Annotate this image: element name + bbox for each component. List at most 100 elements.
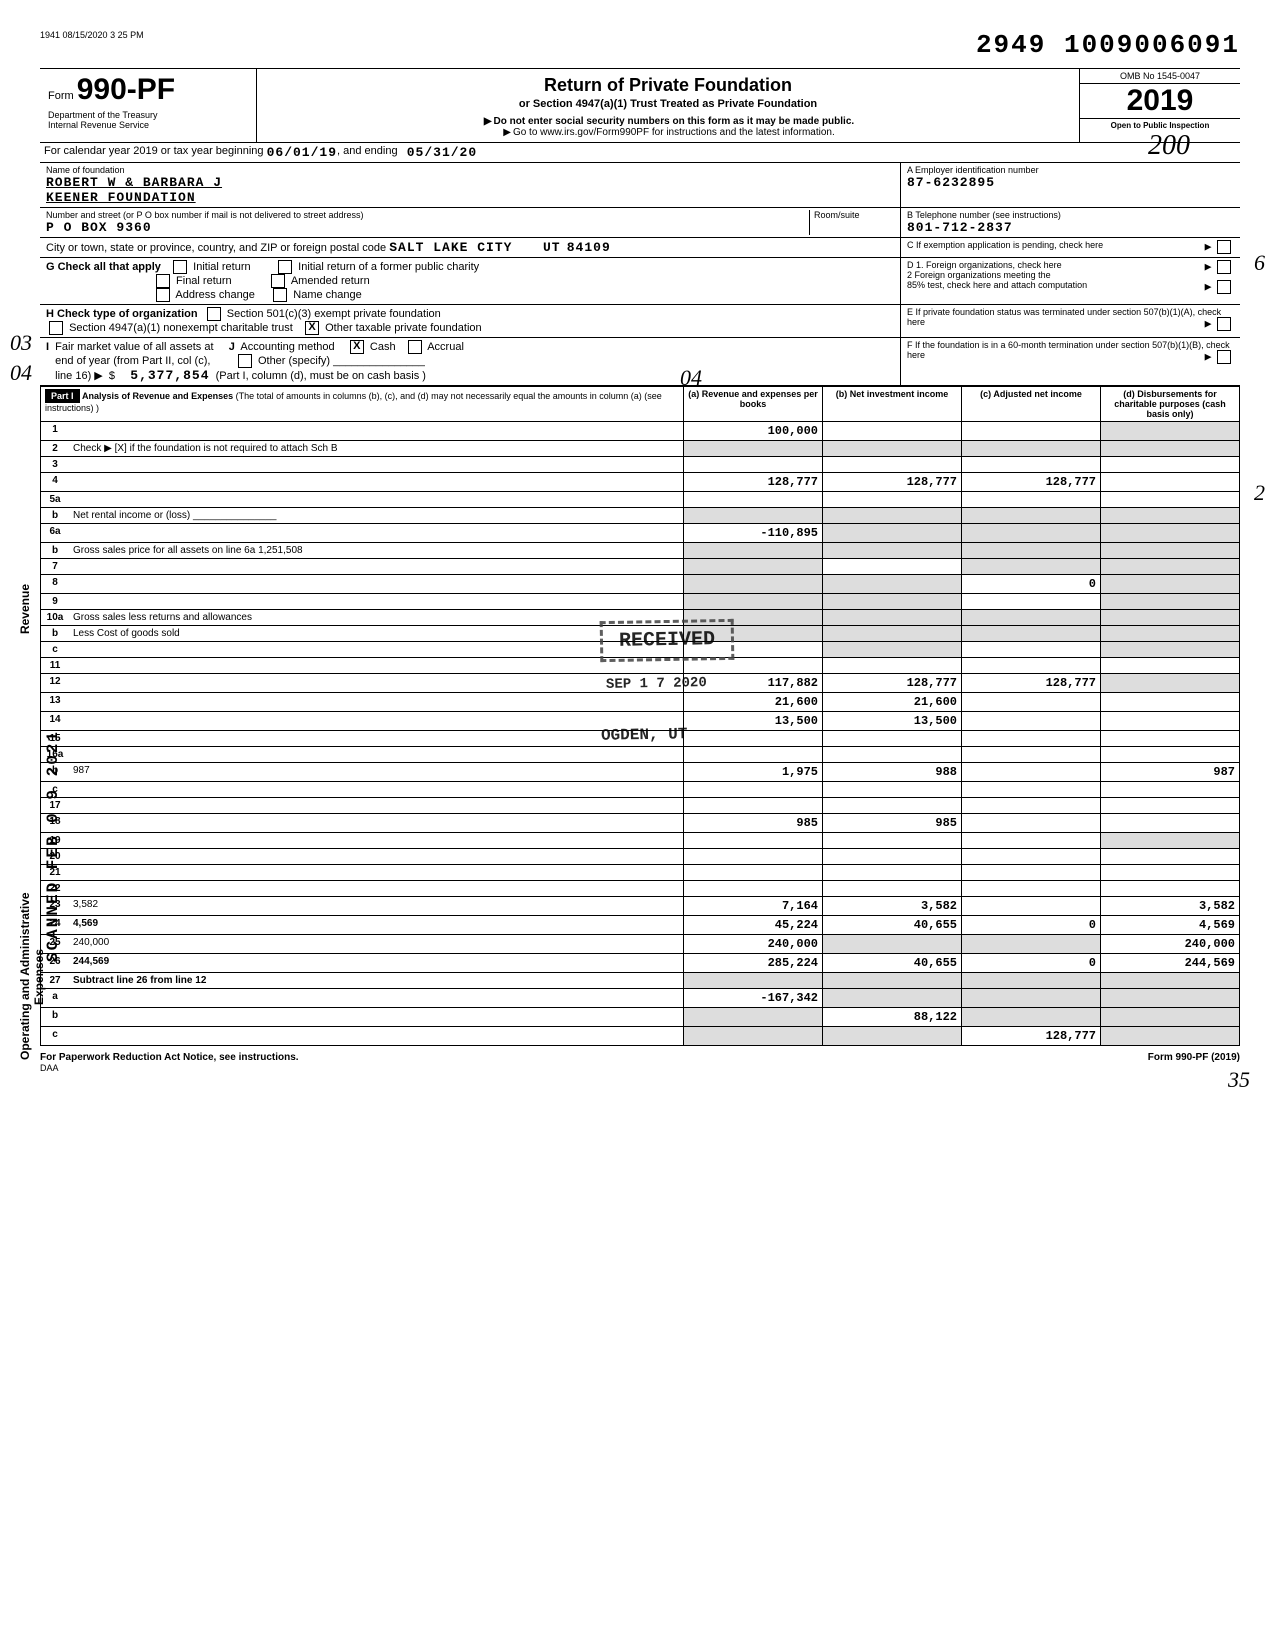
name-change-checkbox[interactable] — [273, 288, 287, 302]
d1-label: D 1. Foreign organizations, check here — [907, 260, 1062, 270]
row-desc — [69, 865, 684, 881]
row-val-b — [823, 989, 962, 1008]
row-val-a — [684, 658, 823, 674]
row-val-c — [962, 897, 1101, 916]
row-val-d — [1101, 833, 1240, 849]
accrual-checkbox[interactable] — [408, 340, 422, 354]
row-val-b — [823, 935, 962, 954]
initial-return-checkbox[interactable] — [173, 260, 187, 274]
handwritten-mark: 2 — [1254, 480, 1265, 506]
row-val-c — [962, 712, 1101, 731]
row-val-b — [823, 865, 962, 881]
row-val-b: 128,777 — [823, 674, 962, 693]
row-desc — [69, 989, 684, 1008]
row-num: 14 — [41, 712, 70, 731]
row-num: 13 — [41, 693, 70, 712]
footer-daa: DAA — [40, 1063, 1240, 1073]
row-val-c — [962, 508, 1101, 524]
row-val-c: 128,777 — [962, 1027, 1101, 1046]
h-other-checkbox[interactable]: X — [305, 321, 319, 335]
row-val-c — [962, 441, 1101, 457]
cash-checkbox[interactable]: X — [350, 340, 364, 354]
row-val-a — [684, 610, 823, 626]
g-o3: Final return — [176, 275, 232, 287]
row-val-b — [823, 747, 962, 763]
row-val-d: 4,569 — [1101, 916, 1240, 935]
f-checkbox[interactable] — [1217, 350, 1231, 364]
row-val-d — [1101, 712, 1240, 731]
row-val-b — [823, 658, 962, 674]
e-checkbox[interactable] — [1217, 317, 1231, 331]
j-cash: Cash — [370, 341, 396, 353]
row-val-b — [823, 422, 962, 441]
row-val-c — [962, 693, 1101, 712]
row-val-a: 13,500 — [684, 712, 823, 731]
row-desc — [69, 674, 684, 693]
row-val-c — [962, 658, 1101, 674]
form-subtitle: or Section 4947(a)(1) Trust Treated as P… — [265, 98, 1071, 110]
row-val-c — [962, 422, 1101, 441]
row-val-c — [962, 763, 1101, 782]
room-label: Room/suite — [814, 210, 894, 220]
row-val-c — [962, 865, 1101, 881]
row-val-c — [962, 935, 1101, 954]
row-num: 1 — [41, 422, 70, 441]
form-number: 990-PF — [77, 73, 175, 106]
tel-label: B Telephone number (see instructions) — [907, 210, 1234, 220]
row-desc: Less Cost of goods sold — [69, 626, 684, 642]
j-other: Other (specify) — [258, 355, 330, 367]
row-val-d — [1101, 594, 1240, 610]
row-desc — [69, 1027, 684, 1046]
row-desc — [69, 814, 684, 833]
row-val-d — [1101, 441, 1240, 457]
scanned-stamp: SCANNED FEB 0 9 2021 — [44, 730, 62, 962]
row-val-a — [684, 492, 823, 508]
row-val-b — [823, 798, 962, 814]
omb-number: OMB No 1545-0047 — [1080, 69, 1240, 84]
row-val-d — [1101, 658, 1240, 674]
row-val-d: 244,569 — [1101, 954, 1240, 973]
row-desc: Check ▶ [X] if the foundation is not req… — [69, 441, 684, 457]
h-4947-checkbox[interactable] — [49, 321, 63, 335]
row-val-a: 7,164 — [684, 897, 823, 916]
d2b-label: 85% test, check here and attach computat… — [907, 280, 1087, 290]
row-val-a — [684, 543, 823, 559]
row-val-a — [684, 833, 823, 849]
row-val-b — [823, 833, 962, 849]
row-desc — [69, 798, 684, 814]
cal-year-label: For calendar year 2019 or tax year begin… — [44, 145, 264, 160]
amended-return-checkbox[interactable] — [271, 274, 285, 288]
row-val-d — [1101, 473, 1240, 492]
addr-value: P O BOX 9360 — [46, 220, 152, 235]
row-val-b — [823, 881, 962, 897]
row-val-b — [823, 642, 962, 658]
row-desc — [69, 849, 684, 865]
form-header: Form 990-PF Department of the Treasury I… — [40, 68, 1240, 143]
row-num: b — [41, 543, 70, 559]
row-val-c: 0 — [962, 916, 1101, 935]
h-501c3-checkbox[interactable] — [207, 307, 221, 321]
d2-checkbox[interactable] — [1217, 280, 1231, 294]
row-val-a: 1,975 — [684, 763, 823, 782]
row-desc — [69, 422, 684, 441]
part1-badge: Part I — [45, 389, 80, 403]
final-return-checkbox[interactable] — [156, 274, 170, 288]
row-num: 7 — [41, 559, 70, 575]
initial-former-checkbox[interactable] — [278, 260, 292, 274]
row-desc — [69, 658, 684, 674]
row-num: c — [41, 642, 70, 658]
row-desc — [69, 693, 684, 712]
row-val-a: 240,000 — [684, 935, 823, 954]
form-prefix: Form — [48, 90, 74, 102]
row-val-c — [962, 814, 1101, 833]
row-val-a — [684, 798, 823, 814]
row-desc: 987 — [69, 763, 684, 782]
row-desc — [69, 881, 684, 897]
address-change-checkbox[interactable] — [156, 288, 170, 302]
d1-checkbox[interactable] — [1217, 260, 1231, 274]
other-method-checkbox[interactable] — [238, 354, 252, 368]
row-val-c — [962, 642, 1101, 658]
c-checkbox[interactable] — [1217, 240, 1231, 254]
row-val-b — [823, 575, 962, 594]
row-val-c — [962, 881, 1101, 897]
